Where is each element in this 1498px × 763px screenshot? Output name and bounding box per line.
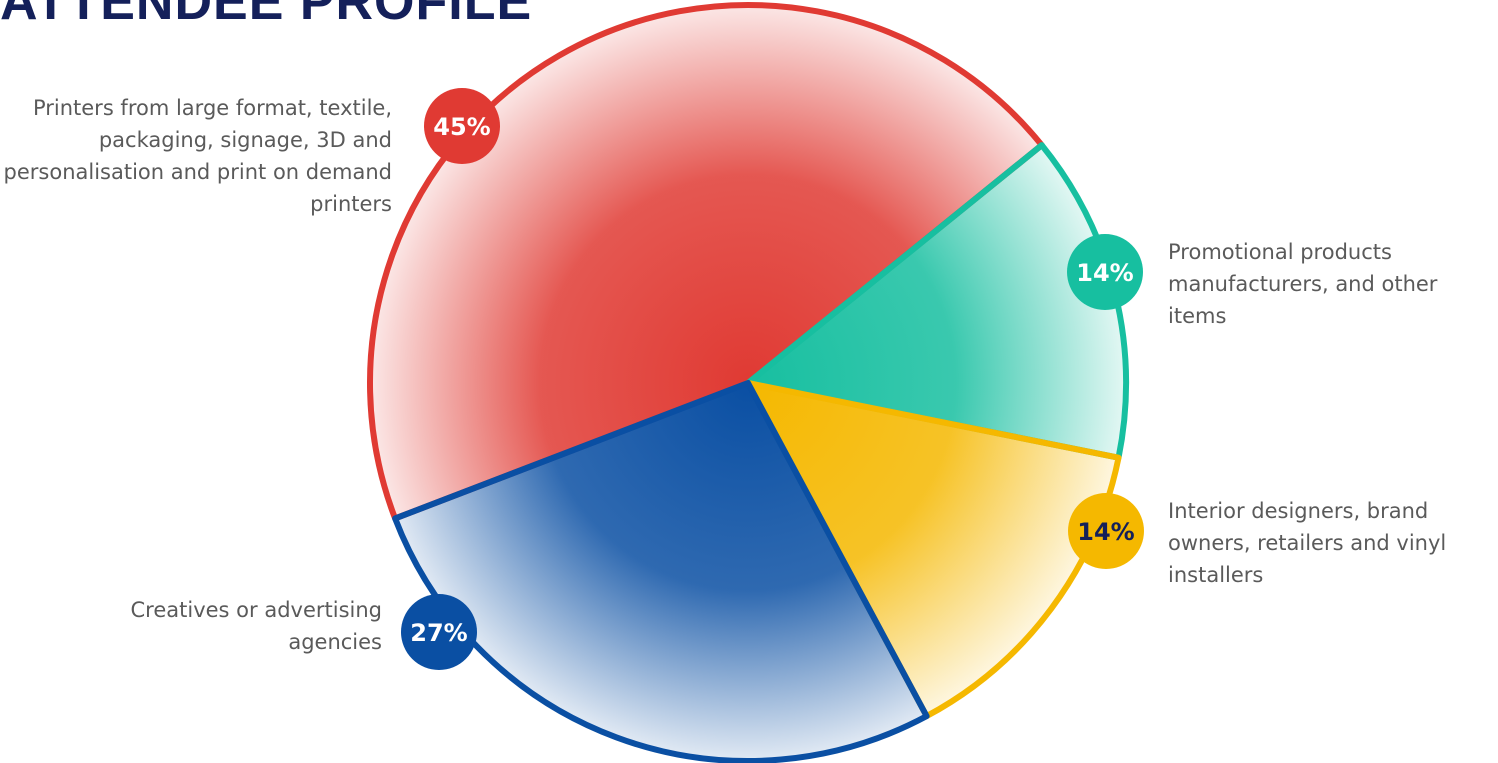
pie-slice xyxy=(392,380,930,763)
percent-label: 45% xyxy=(433,113,490,141)
percent-badge xyxy=(1068,493,1144,569)
percent-label: 27% xyxy=(410,619,467,647)
category-label: Interior designers, brand owners, retail… xyxy=(1168,499,1447,587)
percent-badge xyxy=(424,88,500,164)
category-label: Printers from large format, textile, pac… xyxy=(3,96,392,216)
category-label: Promotional products manufacturers, and … xyxy=(1168,240,1438,328)
pie-slice xyxy=(745,380,1122,720)
percent-badge xyxy=(1067,234,1143,310)
chart-title: ATTENDEE PROFILE xyxy=(0,0,533,31)
percent-badge xyxy=(401,594,477,670)
pie-slice xyxy=(367,2,1045,522)
percent-label: 14% xyxy=(1076,259,1133,287)
percent-label: 14% xyxy=(1077,518,1134,546)
category-label: Creatives or advertising agencies xyxy=(130,598,382,654)
